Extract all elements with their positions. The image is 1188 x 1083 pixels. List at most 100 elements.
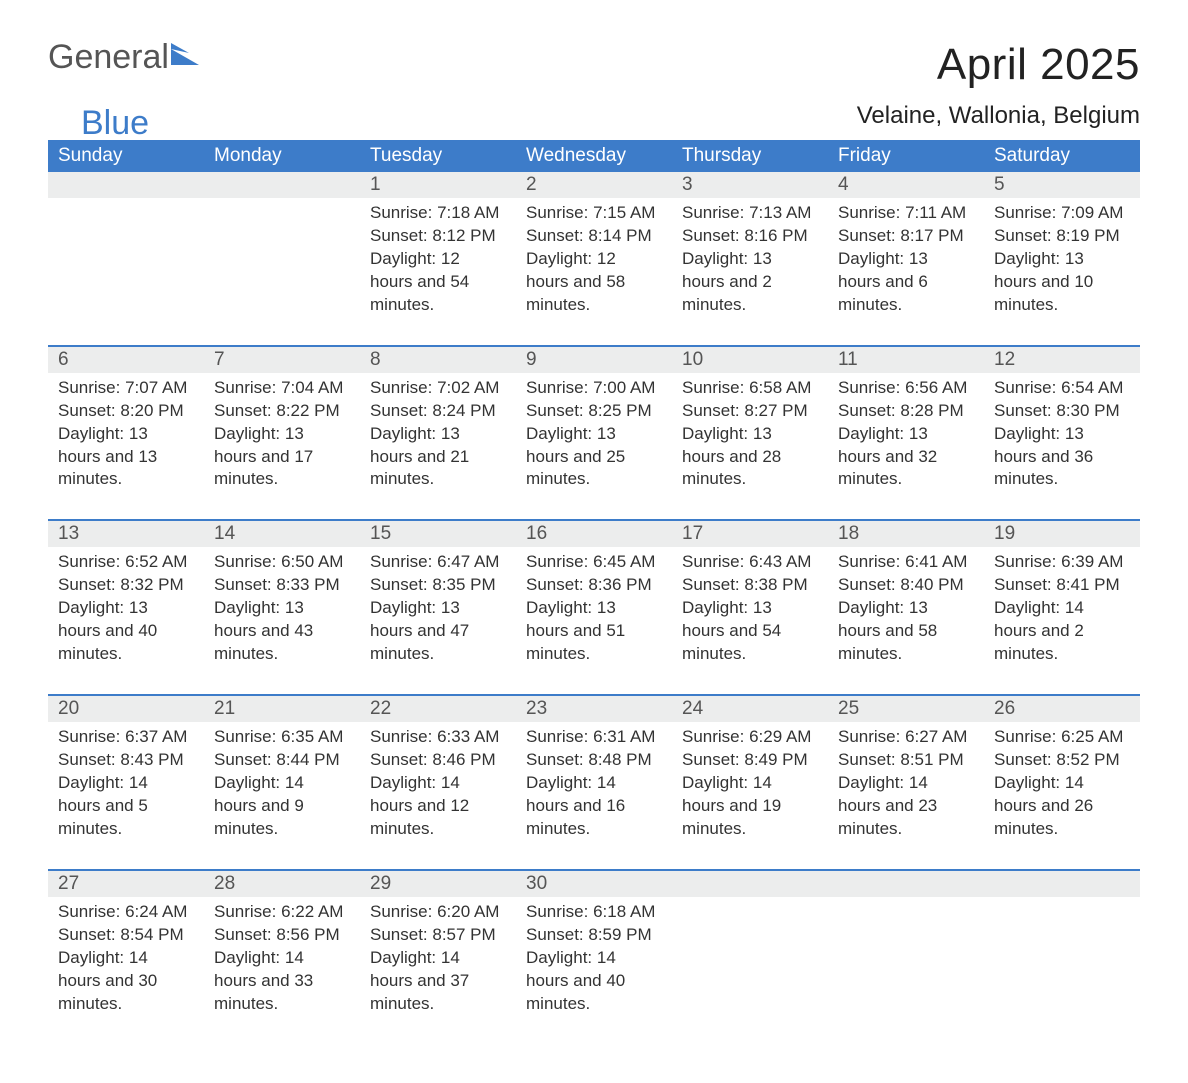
day-line: Sunset: 8:24 PM xyxy=(370,400,506,423)
day-line: Sunrise: 6:54 AM xyxy=(994,377,1130,400)
day-line: Sunrise: 7:11 AM xyxy=(838,202,974,225)
calendar-week: 6Sunrise: 7:07 AMSunset: 8:20 PMDaylight… xyxy=(48,346,1140,521)
day-line: Daylight: 14 hours and 5 minutes. xyxy=(58,772,194,841)
day-line: Sunrise: 7:00 AM xyxy=(526,377,662,400)
day-content: Sunrise: 7:02 AMSunset: 8:24 PMDaylight:… xyxy=(360,373,516,520)
brand-word2-wrap: General Blue xyxy=(48,106,149,140)
brand-word2: Blue xyxy=(81,106,149,140)
day-line: Sunrise: 6:33 AM xyxy=(370,726,506,749)
day-line: Daylight: 13 hours and 32 minutes. xyxy=(838,423,974,492)
day-number: 1 xyxy=(360,172,516,198)
title-block: April 2025 xyxy=(937,40,1140,90)
day-content: Sunrise: 6:41 AMSunset: 8:40 PMDaylight:… xyxy=(828,547,984,694)
day-line: Daylight: 14 hours and 19 minutes. xyxy=(682,772,818,841)
day-line: Sunrise: 6:43 AM xyxy=(682,551,818,574)
calendar-cell xyxy=(672,870,828,1044)
day-line: Daylight: 14 hours and 26 minutes. xyxy=(994,772,1130,841)
day-number: 10 xyxy=(672,347,828,373)
location: Velaine, Wallonia, Belgium xyxy=(857,102,1140,130)
day-line: Daylight: 13 hours and 47 minutes. xyxy=(370,597,506,666)
day-line: Sunset: 8:36 PM xyxy=(526,574,662,597)
day-line: Sunrise: 7:13 AM xyxy=(682,202,818,225)
day-content: Sunrise: 6:43 AMSunset: 8:38 PMDaylight:… xyxy=(672,547,828,694)
day-number: 4 xyxy=(828,172,984,198)
day-line: Daylight: 13 hours and 28 minutes. xyxy=(682,423,818,492)
day-content: Sunrise: 7:09 AMSunset: 8:19 PMDaylight:… xyxy=(984,198,1140,345)
day-line: Daylight: 14 hours and 40 minutes. xyxy=(526,947,662,1016)
day-line: Daylight: 14 hours and 9 minutes. xyxy=(214,772,350,841)
day-line: Daylight: 13 hours and 17 minutes. xyxy=(214,423,350,492)
day-line: Sunset: 8:49 PM xyxy=(682,749,818,772)
day-content: Sunrise: 6:20 AMSunset: 8:57 PMDaylight:… xyxy=(360,897,516,1044)
day-number: 14 xyxy=(204,521,360,547)
day-number: 13 xyxy=(48,521,204,547)
day-content: Sunrise: 7:13 AMSunset: 8:16 PMDaylight:… xyxy=(672,198,828,345)
calendar-cell: 13Sunrise: 6:52 AMSunset: 8:32 PMDayligh… xyxy=(48,520,204,695)
day-number: 15 xyxy=(360,521,516,547)
day-content: Sunrise: 6:24 AMSunset: 8:54 PMDaylight:… xyxy=(48,897,204,1044)
day-line: Daylight: 13 hours and 36 minutes. xyxy=(994,423,1130,492)
day-line: Sunset: 8:19 PM xyxy=(994,225,1130,248)
day-line: Sunset: 8:25 PM xyxy=(526,400,662,423)
calendar-cell: 12Sunrise: 6:54 AMSunset: 8:30 PMDayligh… xyxy=(984,346,1140,521)
calendar-cell: 5Sunrise: 7:09 AMSunset: 8:19 PMDaylight… xyxy=(984,172,1140,346)
day-line: Sunset: 8:20 PM xyxy=(58,400,194,423)
calendar-cell: 16Sunrise: 6:45 AMSunset: 8:36 PMDayligh… xyxy=(516,520,672,695)
day-line: Sunrise: 6:18 AM xyxy=(526,901,662,924)
calendar-week: 27Sunrise: 6:24 AMSunset: 8:54 PMDayligh… xyxy=(48,870,1140,1044)
day-line: Sunset: 8:28 PM xyxy=(838,400,974,423)
day-line: Sunset: 8:56 PM xyxy=(214,924,350,947)
calendar-cell: 27Sunrise: 6:24 AMSunset: 8:54 PMDayligh… xyxy=(48,870,204,1044)
day-header: Wednesday xyxy=(516,140,672,172)
calendar-cell: 7Sunrise: 7:04 AMSunset: 8:22 PMDaylight… xyxy=(204,346,360,521)
day-line: Sunset: 8:52 PM xyxy=(994,749,1130,772)
day-number: 28 xyxy=(204,871,360,897)
day-content: Sunrise: 6:58 AMSunset: 8:27 PMDaylight:… xyxy=(672,373,828,520)
day-line: Sunrise: 6:41 AM xyxy=(838,551,974,574)
calendar-cell: 19Sunrise: 6:39 AMSunset: 8:41 PMDayligh… xyxy=(984,520,1140,695)
day-line: Daylight: 14 hours and 37 minutes. xyxy=(370,947,506,1016)
day-line: Sunset: 8:27 PM xyxy=(682,400,818,423)
flag-icon xyxy=(171,43,201,65)
day-number xyxy=(204,172,360,198)
day-line: Sunset: 8:12 PM xyxy=(370,225,506,248)
brand-word1: General xyxy=(48,40,169,74)
day-content xyxy=(984,897,1140,1007)
day-number: 12 xyxy=(984,347,1140,373)
day-line: Sunrise: 7:09 AM xyxy=(994,202,1130,225)
calendar-cell xyxy=(828,870,984,1044)
day-content xyxy=(828,897,984,1007)
day-line: Sunrise: 6:45 AM xyxy=(526,551,662,574)
day-content: Sunrise: 6:50 AMSunset: 8:33 PMDaylight:… xyxy=(204,547,360,694)
calendar-cell: 22Sunrise: 6:33 AMSunset: 8:46 PMDayligh… xyxy=(360,695,516,870)
calendar-cell: 29Sunrise: 6:20 AMSunset: 8:57 PMDayligh… xyxy=(360,870,516,1044)
day-number: 24 xyxy=(672,696,828,722)
calendar-cell: 24Sunrise: 6:29 AMSunset: 8:49 PMDayligh… xyxy=(672,695,828,870)
calendar-cell: 18Sunrise: 6:41 AMSunset: 8:40 PMDayligh… xyxy=(828,520,984,695)
day-line: Daylight: 13 hours and 13 minutes. xyxy=(58,423,194,492)
day-number: 18 xyxy=(828,521,984,547)
day-line: Sunset: 8:48 PM xyxy=(526,749,662,772)
day-content: Sunrise: 6:31 AMSunset: 8:48 PMDaylight:… xyxy=(516,722,672,869)
day-content: Sunrise: 6:37 AMSunset: 8:43 PMDaylight:… xyxy=(48,722,204,869)
day-number xyxy=(48,172,204,198)
calendar-cell: 4Sunrise: 7:11 AMSunset: 8:17 PMDaylight… xyxy=(828,172,984,346)
calendar-cell: 30Sunrise: 6:18 AMSunset: 8:59 PMDayligh… xyxy=(516,870,672,1044)
day-content: Sunrise: 7:15 AMSunset: 8:14 PMDaylight:… xyxy=(516,198,672,345)
day-line: Daylight: 13 hours and 54 minutes. xyxy=(682,597,818,666)
day-line: Daylight: 13 hours and 2 minutes. xyxy=(682,248,818,317)
calendar-cell: 17Sunrise: 6:43 AMSunset: 8:38 PMDayligh… xyxy=(672,520,828,695)
calendar-cell: 20Sunrise: 6:37 AMSunset: 8:43 PMDayligh… xyxy=(48,695,204,870)
day-number: 26 xyxy=(984,696,1140,722)
day-line: Sunset: 8:35 PM xyxy=(370,574,506,597)
day-content: Sunrise: 7:11 AMSunset: 8:17 PMDaylight:… xyxy=(828,198,984,345)
day-header: Friday xyxy=(828,140,984,172)
day-line: Daylight: 13 hours and 21 minutes. xyxy=(370,423,506,492)
day-content: Sunrise: 6:27 AMSunset: 8:51 PMDaylight:… xyxy=(828,722,984,869)
day-content: Sunrise: 6:35 AMSunset: 8:44 PMDaylight:… xyxy=(204,722,360,869)
day-line: Sunrise: 6:50 AM xyxy=(214,551,350,574)
day-line: Daylight: 14 hours and 33 minutes. xyxy=(214,947,350,1016)
day-line: Sunrise: 6:31 AM xyxy=(526,726,662,749)
calendar-week: 20Sunrise: 6:37 AMSunset: 8:43 PMDayligh… xyxy=(48,695,1140,870)
day-content: Sunrise: 7:07 AMSunset: 8:20 PMDaylight:… xyxy=(48,373,204,520)
